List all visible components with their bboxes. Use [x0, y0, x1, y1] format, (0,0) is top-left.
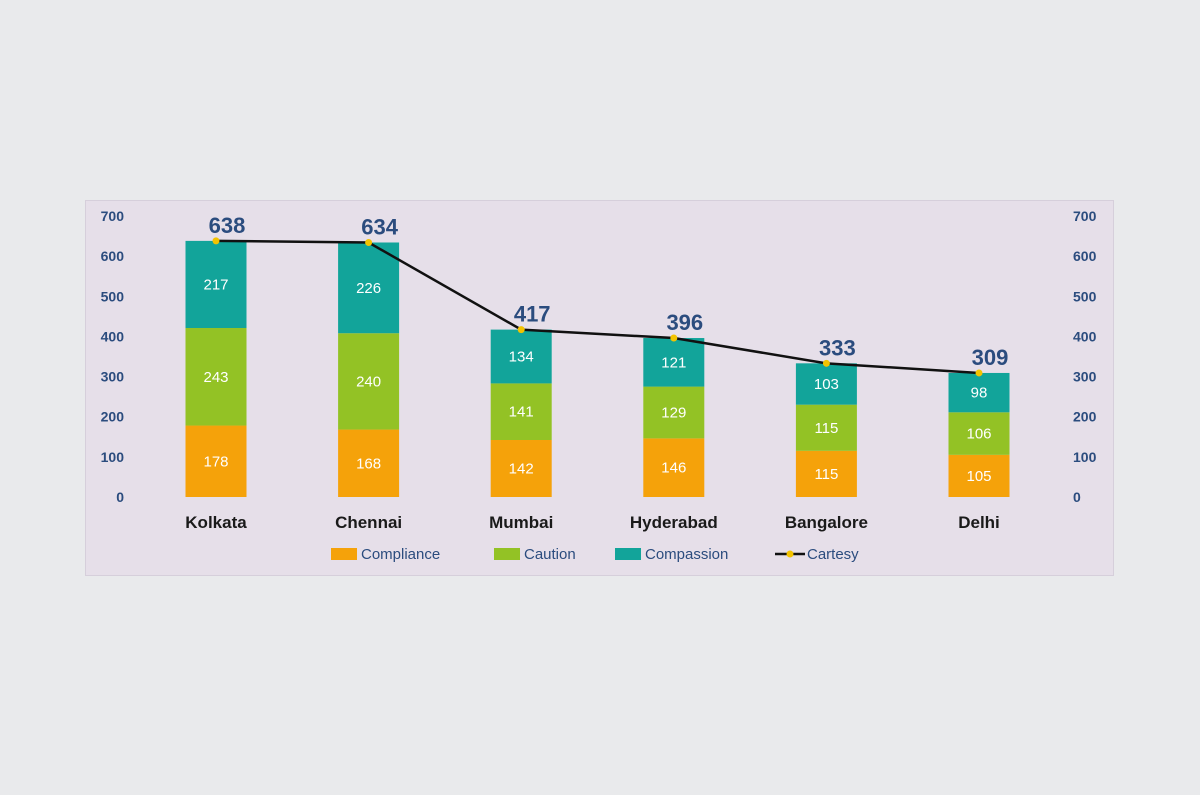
bar-segment-caution — [948, 412, 1010, 455]
bar-segment-caution — [490, 383, 552, 440]
legend-label: Compassion — [645, 546, 728, 563]
segment-value-label: 129 — [661, 404, 686, 421]
category-label: Bangalore — [785, 513, 868, 532]
segment-value-label: 217 — [203, 276, 228, 293]
bar-segment-compliance — [643, 438, 705, 497]
segment-value-label: 103 — [814, 376, 839, 393]
legend-swatch-compassion — [615, 548, 641, 560]
y-tick-right: 100 — [1073, 449, 1097, 465]
cartesy-marker — [365, 238, 373, 246]
bar-segment-caution — [643, 386, 705, 439]
segment-value-label: 105 — [966, 468, 991, 485]
chart-panel — [85, 200, 1114, 576]
bar-segment-caution — [185, 327, 247, 426]
legend-marker-cartesy — [786, 550, 794, 558]
category-label: Kolkata — [185, 513, 247, 532]
bar-segment-compliance — [490, 439, 552, 497]
y-tick-right: 300 — [1073, 369, 1097, 385]
y-tick-right: 500 — [1073, 288, 1097, 304]
total-value-label: 417 — [514, 302, 551, 327]
total-value-label: 638 — [209, 213, 246, 238]
y-tick-right: 0 — [1073, 489, 1081, 505]
bar-segment-caution — [338, 333, 400, 430]
segment-value-label: 142 — [509, 460, 534, 477]
legend-swatch-compliance — [331, 548, 357, 560]
y-tick-left: 600 — [101, 248, 125, 264]
segment-value-label: 240 — [356, 373, 381, 390]
cartesy-marker — [975, 369, 983, 377]
category-label: Delhi — [958, 513, 1000, 532]
cartesy-marker — [670, 334, 678, 342]
y-tick-right: 700 — [1073, 208, 1097, 224]
total-value-label: 396 — [666, 310, 703, 335]
segment-value-label: 178 — [203, 453, 228, 470]
y-tick-right: 400 — [1073, 328, 1097, 344]
total-value-label: 634 — [361, 214, 398, 239]
legend-label: Caution — [524, 546, 576, 563]
segment-value-label: 121 — [661, 354, 686, 371]
legend-swatch-caution — [494, 548, 520, 560]
segment-value-label: 141 — [509, 404, 534, 421]
segment-value-label: 243 — [203, 369, 228, 386]
total-value-label: 333 — [819, 335, 856, 360]
segment-value-label: 106 — [966, 426, 991, 443]
bar-segment-compassion — [185, 240, 247, 328]
segment-value-label: 115 — [814, 420, 838, 437]
y-tick-left: 700 — [101, 208, 125, 224]
y-tick-left: 0 — [116, 489, 124, 505]
bar-segment-compliance — [185, 425, 247, 497]
segment-value-label: 98 — [971, 385, 988, 402]
segment-value-label: 115 — [814, 466, 838, 483]
cartesy-marker — [822, 359, 830, 367]
bar-segment-compassion — [795, 363, 857, 405]
category-label: Mumbai — [489, 513, 553, 532]
segment-value-label: 226 — [356, 280, 381, 297]
y-tick-left: 200 — [101, 409, 125, 425]
y-tick-right: 200 — [1073, 409, 1097, 425]
total-value-label: 309 — [972, 345, 1009, 370]
bar-segment-compassion — [338, 242, 400, 334]
cartesy-marker — [517, 326, 525, 334]
category-label: Hyderabad — [630, 513, 718, 532]
bar-segment-compliance — [795, 450, 857, 497]
y-tick-left: 100 — [101, 449, 125, 465]
bar-segment-compassion — [643, 338, 705, 387]
cartesy-line — [215, 239, 980, 375]
y-tick-left: 300 — [101, 369, 125, 385]
segment-value-label: 168 — [356, 455, 381, 472]
category-label: Chennai — [335, 513, 402, 532]
segment-value-label: 134 — [509, 349, 534, 366]
legend-label: Cartesy — [807, 546, 859, 563]
bar-segment-compassion — [490, 329, 552, 384]
legend-label: Compliance — [361, 546, 440, 563]
cartesy-marker — [212, 237, 220, 245]
bar-segment-compliance — [338, 429, 400, 497]
segment-value-label: 146 — [661, 460, 686, 477]
bar-segment-caution — [795, 404, 857, 451]
y-tick-left: 500 — [101, 288, 125, 304]
bar-segment-compliance — [948, 454, 1010, 497]
y-tick-left: 400 — [101, 328, 125, 344]
bar-segment-compassion — [948, 372, 1010, 413]
y-tick-right: 600 — [1073, 248, 1097, 264]
